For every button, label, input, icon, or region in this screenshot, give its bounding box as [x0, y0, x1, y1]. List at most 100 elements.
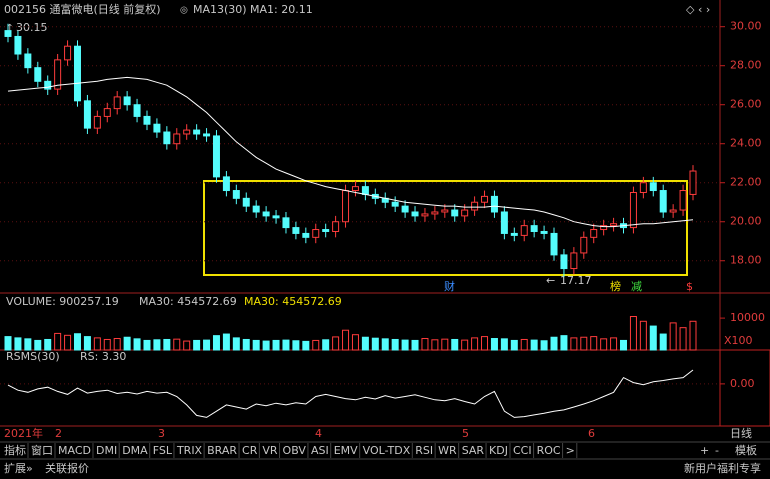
volume-bar [14, 337, 22, 351]
related-button[interactable]: 关联报价 [45, 461, 89, 475]
indicator-name: MA13(30) [193, 3, 247, 16]
tab[interactable]: SAR [462, 444, 485, 457]
candle-body [123, 96, 131, 106]
volume-bar [153, 339, 161, 351]
volume-bar [143, 339, 151, 351]
arrow: ← [546, 274, 555, 287]
tab[interactable]: 窗口 [31, 443, 53, 457]
icon[interactable]: ◇ ‹ › [686, 3, 710, 16]
candle-body [24, 53, 32, 69]
volume-bar [103, 338, 111, 351]
candle-body [471, 201, 479, 211]
date-label: 2 [55, 427, 62, 440]
candle-body [292, 227, 300, 234]
axis-box [719, 349, 770, 427]
expand-button[interactable]: 扩展» [4, 461, 33, 475]
tab[interactable]: > [566, 444, 575, 457]
volume-bar [481, 336, 489, 351]
event-marker[interactable]: $ [686, 280, 693, 293]
candle-body [580, 236, 588, 254]
candle-body [4, 30, 12, 37]
arrow: ↑ [6, 24, 14, 34]
icon[interactable]: ◎ [180, 6, 188, 16]
tab[interactable]: 指标 [4, 443, 26, 457]
volume-bar [123, 336, 131, 351]
volume-bar [669, 322, 677, 351]
volume-bar [560, 335, 568, 351]
volume-bar [679, 327, 687, 351]
tab[interactable]: ASI [311, 444, 329, 457]
tab[interactable]: DMA [122, 444, 148, 457]
low-label: 17.17 [560, 274, 592, 287]
volume-bar [83, 336, 91, 351]
rsms-value: RS: 3.30 [80, 350, 126, 363]
candle-body [153, 123, 161, 133]
volume-bar [510, 339, 518, 351]
tab-control[interactable]: + [700, 444, 709, 457]
tab[interactable]: WR [438, 444, 457, 457]
tab[interactable]: BRAR [207, 444, 237, 457]
tab-control[interactable]: - [715, 444, 719, 457]
candle-body [222, 176, 230, 192]
volume-bar [242, 338, 250, 351]
candle-body [550, 232, 558, 256]
candle-body [510, 232, 518, 236]
tab[interactable]: DMI [96, 444, 117, 457]
candle-body [143, 115, 151, 125]
candle-body [34, 67, 42, 82]
candle-body [629, 191, 637, 229]
event-marker[interactable]: 榜 [610, 279, 621, 293]
volume-bar [620, 339, 628, 351]
volume-bar [232, 337, 240, 351]
volume-bar [44, 338, 52, 351]
tab-control[interactable]: 模板 [735, 443, 757, 457]
period-label[interactable]: 日线 [730, 426, 752, 440]
candle-body [590, 229, 598, 238]
y-tick-label: 30.00 [730, 20, 762, 33]
y-tick-label: 18.00 [730, 254, 762, 267]
candle-body [54, 59, 62, 90]
volume-bar [351, 334, 359, 351]
candle-body [639, 182, 647, 193]
candle-body [203, 133, 211, 137]
tab[interactable]: CR [242, 444, 258, 457]
candle-body [133, 104, 141, 117]
tab[interactable]: TRIX [176, 444, 203, 457]
event-marker[interactable]: 财 [444, 279, 455, 293]
y-tick-label: 0.00 [730, 377, 755, 390]
event-marker[interactable]: 减 [631, 280, 642, 293]
volume-bar [24, 338, 32, 351]
volume-bar [312, 339, 320, 351]
candle-body [461, 209, 469, 217]
legend: MA30: 454572.69 [244, 295, 342, 308]
tab[interactable]: VR [262, 444, 278, 457]
tab[interactable]: MACD [58, 444, 91, 457]
volume-bar [93, 337, 101, 351]
candle-body [540, 230, 548, 234]
tab[interactable]: ROC [537, 444, 561, 457]
volume-bar [361, 336, 369, 351]
tab[interactable]: KDJ [489, 444, 508, 457]
tab[interactable]: CCI [513, 444, 532, 457]
volume-bar [610, 337, 618, 351]
candle-body [441, 209, 449, 213]
tab[interactable]: OBV [283, 444, 307, 457]
tab[interactable]: FSL [153, 444, 173, 457]
volume-bar [133, 338, 141, 351]
volume-bar [292, 340, 300, 351]
rsms-title: RSMS(30) [6, 350, 60, 363]
candle-body [242, 197, 250, 207]
volume-bar [411, 339, 419, 351]
tab[interactable]: VOL-TDX [363, 444, 411, 457]
volume-bar [222, 333, 230, 351]
y-tick-label: 10000 [730, 311, 765, 324]
date-label: 4 [315, 427, 322, 440]
candle-body [103, 108, 111, 117]
tab[interactable]: RSI [415, 444, 433, 457]
tab[interactable]: EMV [334, 444, 358, 457]
volume-bar [500, 338, 508, 351]
candle-body [322, 229, 330, 232]
volume-bar [689, 320, 697, 351]
promo[interactable]: 新用户福利专享 [684, 461, 761, 475]
